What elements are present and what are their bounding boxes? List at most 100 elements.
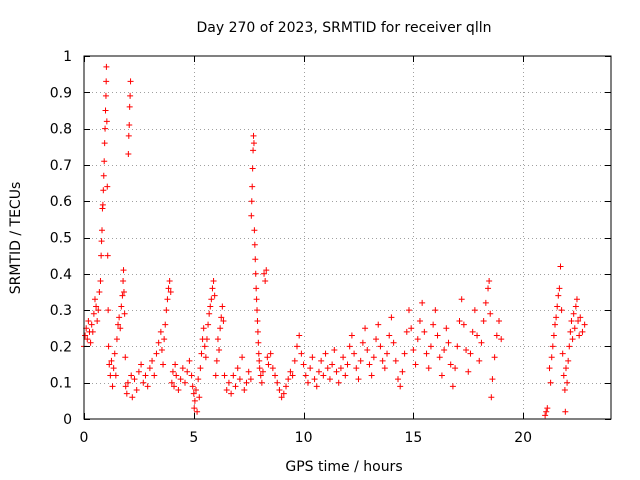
data-point (140, 379, 147, 386)
data-point (403, 328, 410, 335)
data-point (445, 339, 452, 346)
data-point (344, 361, 351, 368)
data-point (223, 386, 230, 393)
data-point (498, 336, 505, 343)
data-point (171, 383, 178, 390)
y-tick-label: 1 (63, 49, 72, 65)
data-point (346, 343, 353, 350)
data-point (103, 118, 110, 125)
data-point (558, 307, 565, 314)
data-point (298, 350, 305, 357)
data-point (353, 365, 360, 372)
data-point (302, 372, 309, 379)
data-point (324, 365, 331, 372)
data-point (116, 314, 123, 321)
data-point (253, 285, 260, 292)
data-point (392, 357, 399, 364)
y-tick-label: 0.3 (50, 303, 72, 319)
data-point (105, 343, 112, 350)
data-point (160, 361, 167, 368)
data-point (340, 354, 347, 361)
data-point (151, 372, 158, 379)
data-point (164, 296, 171, 303)
data-point (554, 303, 561, 310)
data-point (569, 336, 576, 343)
data-point (127, 92, 134, 99)
data-point (120, 267, 127, 274)
data-point (213, 357, 220, 364)
data-point (395, 376, 402, 383)
data-point (210, 278, 217, 285)
data-point (188, 372, 195, 379)
data-point (117, 325, 124, 332)
data-point (103, 78, 110, 85)
data-point (572, 303, 579, 310)
data-point (179, 365, 186, 372)
data-point (559, 350, 566, 357)
data-point (351, 350, 358, 357)
data-point (456, 317, 463, 324)
data-point (581, 321, 588, 328)
data-point (576, 332, 583, 339)
data-point (326, 376, 333, 383)
data-point (122, 354, 129, 361)
data-point (377, 343, 384, 350)
data-point (419, 299, 426, 306)
data-point (89, 328, 96, 335)
data-point (168, 379, 175, 386)
data-point (293, 343, 300, 350)
data-point (469, 328, 476, 335)
data-point (91, 296, 98, 303)
data-point (113, 336, 120, 343)
data-point (261, 270, 268, 277)
data-point (427, 343, 434, 350)
data-point (218, 314, 225, 321)
data-point (186, 357, 193, 364)
data-point (566, 343, 573, 350)
data-point (575, 317, 582, 324)
data-point (452, 365, 459, 372)
data-point (191, 405, 198, 412)
data-point (109, 383, 116, 390)
data-point (202, 354, 209, 361)
data-point (165, 285, 172, 292)
data-point (478, 339, 485, 346)
data-point (381, 365, 388, 372)
data-point (255, 350, 262, 357)
data-point (251, 241, 258, 248)
data-point (307, 365, 314, 372)
data-point (362, 325, 369, 332)
grid-lines (84, 56, 611, 419)
data-point (128, 372, 135, 379)
data-point (476, 357, 483, 364)
data-point (93, 303, 100, 310)
data-point (96, 288, 103, 295)
data-point (368, 372, 375, 379)
data-point (247, 376, 254, 383)
y-tick-label: 0.2 (50, 339, 72, 355)
data-point (331, 347, 338, 354)
data-point (256, 365, 263, 372)
data-point (102, 107, 109, 114)
data-point (291, 357, 298, 364)
data-point (250, 132, 257, 139)
y-tick-label: 0.7 (50, 158, 72, 174)
data-point (449, 383, 456, 390)
data-point (421, 328, 428, 335)
data-point (135, 368, 142, 375)
y-tick-label: 0 (63, 412, 72, 428)
data-point (253, 296, 260, 303)
data-point (482, 299, 489, 306)
data-point (432, 307, 439, 314)
data-point (121, 310, 128, 317)
data-point (416, 317, 423, 324)
data-point (249, 183, 256, 190)
data-point (106, 361, 113, 368)
data-point (254, 307, 261, 314)
data-point (315, 368, 322, 375)
data-point (126, 103, 133, 110)
data-point (562, 408, 569, 415)
data-point (430, 321, 437, 328)
data-point (131, 376, 138, 383)
